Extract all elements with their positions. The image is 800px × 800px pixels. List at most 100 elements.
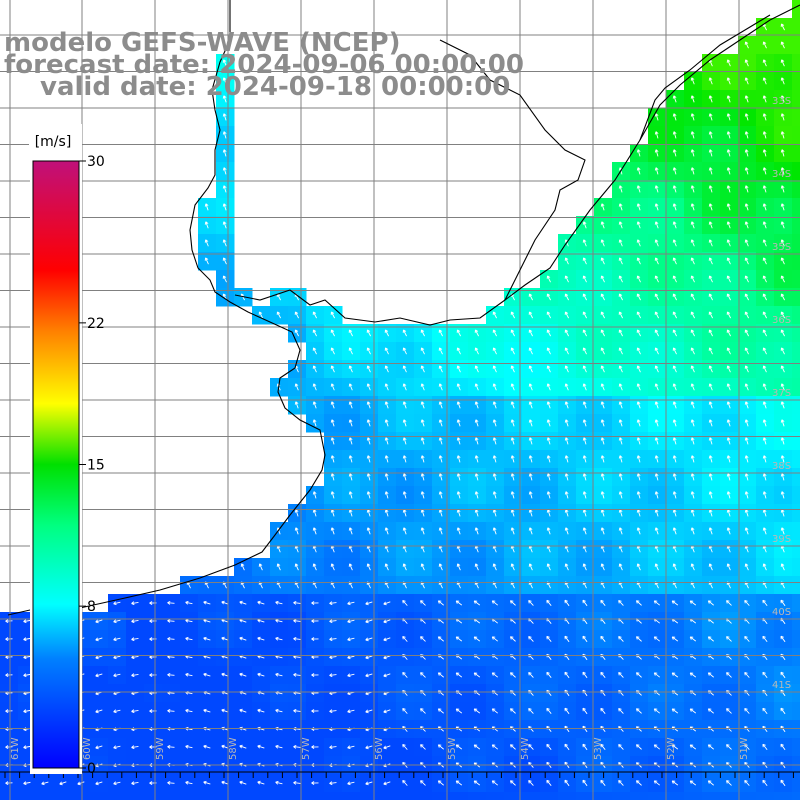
wind-arrow <box>474 329 479 337</box>
wind-arrow <box>366 473 371 481</box>
wind-arrow <box>240 563 245 571</box>
wind-arrow <box>347 673 355 678</box>
wind-arrow <box>546 275 551 283</box>
wind-arrow <box>329 673 337 678</box>
wind-arrow <box>672 491 677 499</box>
wind-arrow <box>329 637 337 642</box>
wind-arrow <box>348 419 353 427</box>
wind-arrow <box>582 365 587 373</box>
wind-arrow <box>780 329 785 337</box>
latitude-label: 40S <box>772 607 791 618</box>
wind-arrow <box>311 781 319 785</box>
wind-arrow <box>456 563 461 571</box>
latitude-label: 37S <box>772 388 791 399</box>
wind-arrow <box>222 257 227 265</box>
wind-arrow <box>474 491 479 499</box>
coastline <box>7 0 800 616</box>
wind-speed-cell <box>378 792 397 800</box>
wind-arrow <box>564 347 569 355</box>
wind-arrow <box>672 113 677 121</box>
wind-speed-cell <box>162 792 181 800</box>
wind-arrow <box>744 329 749 337</box>
wind-arrow <box>600 599 606 607</box>
wind-arrow <box>528 563 533 571</box>
wind-arrow <box>510 311 516 319</box>
wind-speed-cell <box>792 792 800 800</box>
wind-arrow <box>528 419 533 427</box>
wind-arrow <box>384 473 389 481</box>
wind-speed-cell <box>792 630 800 649</box>
wind-arrow <box>762 671 768 679</box>
wind-arrow <box>726 95 731 103</box>
wind-arrow <box>474 365 479 373</box>
latitude-label: 38S <box>772 461 791 472</box>
wind-arrow <box>564 473 569 481</box>
wind-arrow <box>420 473 425 481</box>
wind-arrow <box>564 329 569 337</box>
wind-arrow <box>780 707 786 715</box>
wind-arrow <box>455 744 463 750</box>
wind-arrow <box>780 185 785 193</box>
wind-arrow <box>312 419 317 427</box>
wind-arrow <box>635 708 642 714</box>
wind-arrow <box>113 601 121 606</box>
longitude-label: 61W <box>10 737 21 760</box>
wind-arrow <box>636 149 641 157</box>
wind-arrow <box>653 672 661 678</box>
latitude-label: 34S <box>772 169 791 180</box>
wind-arrow <box>672 329 677 337</box>
wind-arrow <box>95 619 103 624</box>
wind-arrow <box>726 275 731 283</box>
wind-arrow <box>204 221 209 229</box>
wind-arrow <box>438 563 443 571</box>
wind-arrow <box>528 708 534 714</box>
wind-arrow <box>473 636 481 642</box>
wind-arrow <box>654 419 659 427</box>
wind-arrow <box>402 383 407 391</box>
colorbar-ticks: 30 22 15 8 0 <box>79 154 105 777</box>
wind-arrow <box>582 599 588 607</box>
wind-arrow <box>780 779 786 787</box>
wind-arrow <box>618 527 623 535</box>
wind-arrow <box>528 491 533 499</box>
wind-arrow <box>654 203 659 211</box>
wind-arrow <box>618 347 623 355</box>
wind-arrow <box>330 527 335 535</box>
wind-arrow <box>312 347 317 355</box>
wind-arrow <box>330 329 335 337</box>
wind-arrow <box>618 491 623 499</box>
wind-arrow <box>402 419 407 427</box>
wind-arrow <box>618 744 624 750</box>
wind-arrow <box>690 185 695 193</box>
wind-arrow <box>690 221 695 229</box>
wind-arrow <box>528 744 534 750</box>
wind-arrow <box>348 329 353 337</box>
wind-arrow <box>690 383 695 391</box>
wind-arrow <box>690 113 695 121</box>
wind-arrow <box>420 600 426 606</box>
wind-arrow <box>780 203 785 211</box>
wind-arrow <box>95 673 103 678</box>
wind-arrow <box>203 636 211 641</box>
wind-arrow <box>636 275 641 283</box>
wind-arrow <box>185 636 193 641</box>
wind-arrow <box>600 437 605 445</box>
wind-arrow <box>672 419 677 427</box>
wind-arrow <box>222 221 227 229</box>
wind-arrow <box>600 347 605 355</box>
wind-arrow <box>222 77 227 85</box>
wind-arrow <box>383 745 391 750</box>
wind-arrow <box>366 455 371 463</box>
wind-arrow <box>708 77 713 85</box>
wind-arrow <box>635 744 642 750</box>
wind-arrow <box>294 329 299 337</box>
wind-arrow <box>744 527 749 535</box>
wind-arrow <box>636 239 641 247</box>
wind-arrow <box>726 383 731 391</box>
wind-arrow <box>528 329 533 337</box>
wind-speed-cell <box>792 288 800 307</box>
wind-arrow <box>690 329 695 337</box>
wind-arrow <box>600 221 605 229</box>
wind-arrow <box>600 743 606 751</box>
wind-arrow <box>762 77 767 85</box>
